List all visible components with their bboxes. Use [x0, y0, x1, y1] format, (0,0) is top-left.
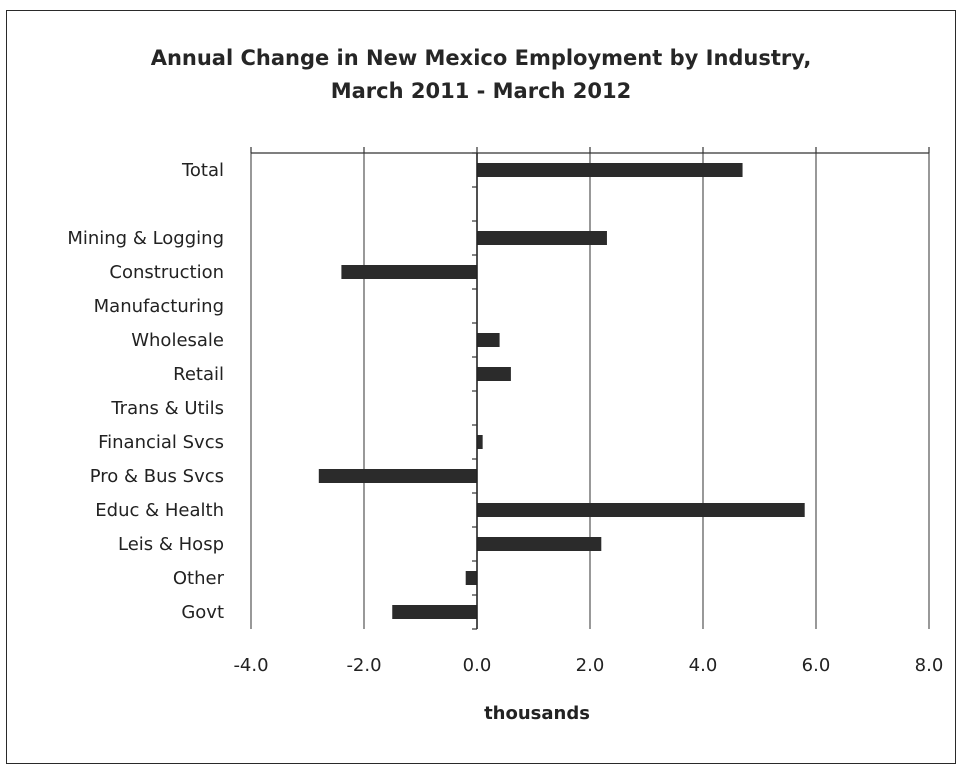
chart-title-line-1: Annual Change in New Mexico Employment b… — [150, 46, 812, 70]
category-label: Other — [173, 568, 225, 589]
chart-title: Annual Change in New Mexico Employment b… — [0, 42, 962, 108]
category-label: Manufacturing — [94, 296, 224, 317]
category-label: Total — [181, 160, 224, 181]
category-label: Financial Svcs — [98, 432, 224, 453]
x-tick-label: 8.0 — [915, 655, 944, 676]
x-axis-title: thousands — [484, 703, 590, 724]
bar — [318, 469, 477, 483]
x-tick-label: 0.0 — [463, 655, 492, 676]
bar — [477, 163, 743, 177]
bar — [477, 435, 483, 449]
category-label: Leis & Hosp — [118, 534, 224, 555]
category-label: Pro & Bus Svcs — [90, 466, 224, 487]
x-tick-label: 2.0 — [576, 655, 605, 676]
category-label: Wholesale — [131, 330, 224, 351]
chart-frame — [6, 10, 956, 764]
x-tick-label: -4.0 — [233, 655, 268, 676]
chart-title-line-2: March 2011 - March 2012 — [330, 79, 632, 103]
bar — [477, 333, 500, 347]
bar — [341, 265, 477, 279]
bar — [465, 571, 477, 585]
category-label: Trans & Utils — [110, 398, 224, 419]
bar — [392, 605, 477, 619]
bar — [477, 231, 607, 245]
x-tick-label: 4.0 — [689, 655, 718, 676]
bar — [477, 367, 511, 381]
category-label: Construction — [109, 262, 224, 283]
x-tick-label: -2.0 — [346, 655, 381, 676]
category-label: Mining & Logging — [67, 228, 224, 249]
x-tick-label: 6.0 — [802, 655, 831, 676]
category-label: Educ & Health — [95, 500, 224, 521]
bar — [477, 537, 602, 551]
category-label: Retail — [173, 364, 224, 385]
bar — [477, 503, 805, 517]
category-label: Govt — [181, 602, 224, 623]
